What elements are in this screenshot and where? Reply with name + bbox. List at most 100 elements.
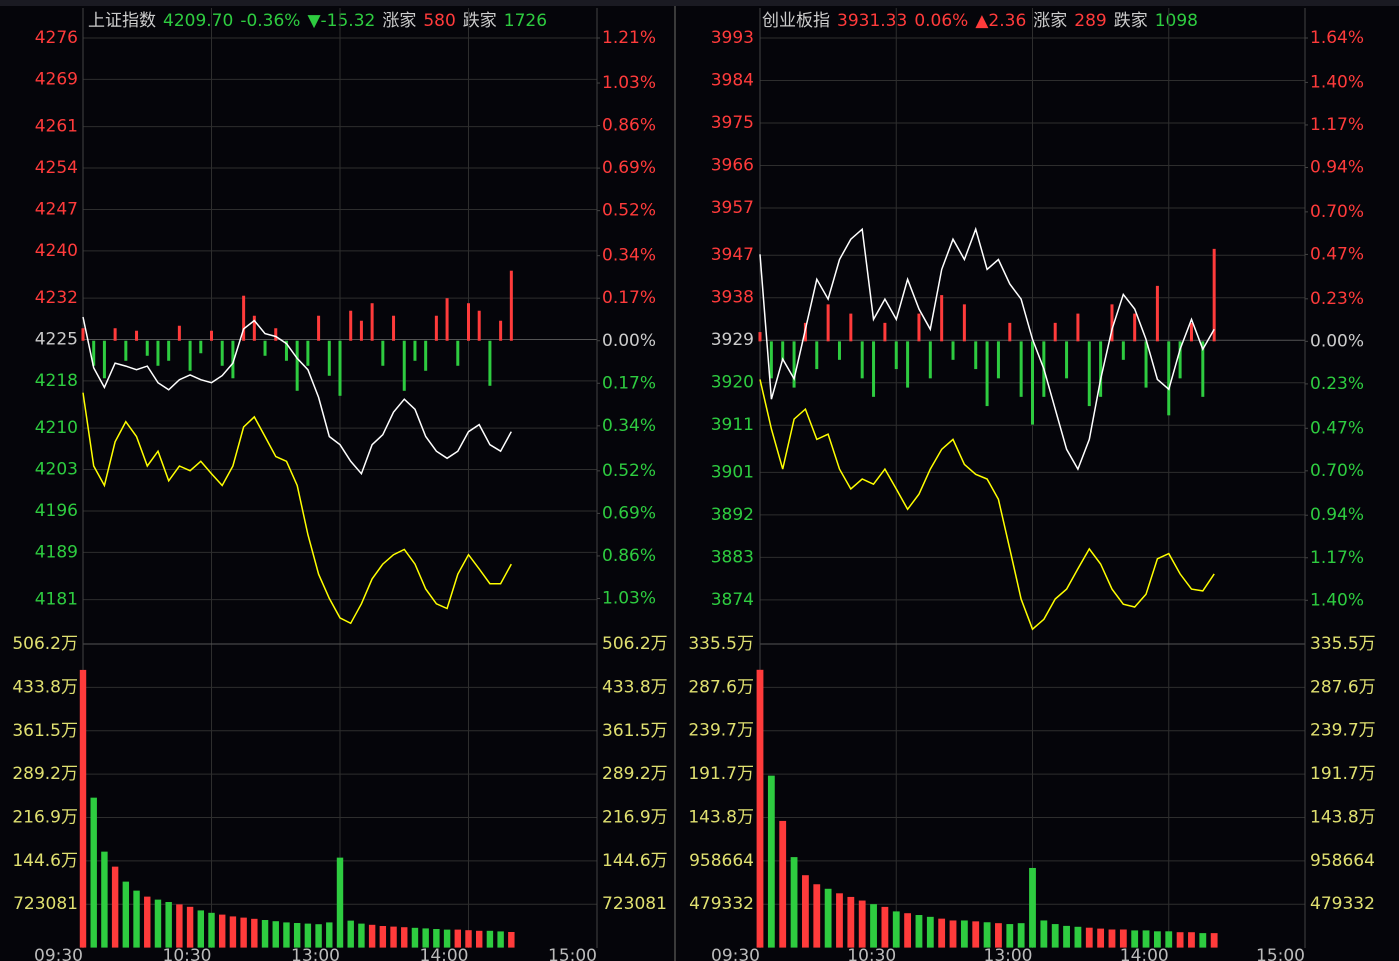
breadth-bar bbox=[445, 298, 449, 341]
volume-bar bbox=[411, 927, 419, 948]
volume-tick-label: 361.5万 bbox=[12, 721, 78, 741]
volume-bar bbox=[1119, 929, 1127, 948]
breadth-bar bbox=[242, 295, 246, 341]
breadth-bar bbox=[974, 341, 978, 370]
breadth-bar bbox=[1155, 285, 1159, 342]
volume-bar bbox=[133, 890, 140, 948]
y-tick-label: 3957 bbox=[711, 198, 754, 218]
header-item: 涨家 bbox=[1033, 11, 1067, 31]
header-item: ▼-15.32 bbox=[307, 11, 375, 31]
volume-tick-label: 144.6万 bbox=[602, 851, 668, 871]
volume-bar bbox=[870, 904, 877, 948]
volume-bar bbox=[390, 926, 397, 948]
volume-tick-label: 289.2万 bbox=[602, 764, 668, 784]
y-tick-label: 4189 bbox=[35, 542, 78, 562]
y2-tick-label: 1.03% bbox=[602, 73, 656, 93]
y-tick-label: 3947 bbox=[711, 245, 754, 265]
breadth-bar bbox=[349, 310, 353, 341]
volume-tick-label: 958664 bbox=[689, 851, 754, 871]
y-tick-label: 3874 bbox=[711, 590, 754, 610]
volume-bar bbox=[101, 851, 108, 948]
volume-bar bbox=[1176, 932, 1184, 948]
volume-bar bbox=[176, 904, 183, 948]
breadth-bar bbox=[220, 340, 224, 366]
volume-bar bbox=[1074, 926, 1082, 948]
y2-tick-label: 0.86% bbox=[602, 546, 656, 566]
x-tick-label: 09:30 bbox=[34, 946, 83, 961]
volume-bar bbox=[892, 911, 900, 948]
volume-bar bbox=[443, 929, 451, 948]
y-tick-label: 4196 bbox=[35, 501, 78, 521]
header-item: 上证指数 bbox=[88, 11, 156, 31]
volume-bar bbox=[995, 923, 1002, 948]
y-tick-label: 3966 bbox=[711, 155, 754, 175]
volume-bar bbox=[972, 921, 980, 948]
x-tick-label: 13:00 bbox=[291, 946, 340, 961]
volume-tick-label: 144.6万 bbox=[12, 851, 78, 871]
volume-bar bbox=[915, 915, 923, 948]
volume-bar bbox=[1165, 931, 1173, 948]
breadth-bar bbox=[872, 341, 876, 397]
breadth-bar bbox=[781, 341, 785, 360]
header-item: 跌家 bbox=[463, 11, 497, 31]
y-tick-label: 4203 bbox=[35, 460, 78, 480]
y-tick-label: 4218 bbox=[35, 371, 78, 391]
volume-bar bbox=[949, 920, 957, 948]
breadth-bar bbox=[894, 341, 898, 370]
volume-bar bbox=[858, 900, 866, 948]
breadth-bar bbox=[231, 340, 235, 379]
y-tick-label: 4261 bbox=[35, 117, 78, 137]
y-tick-label: 4276 bbox=[35, 28, 78, 48]
volume-tick-label: 143.8万 bbox=[688, 807, 754, 827]
volume-bar bbox=[983, 922, 991, 948]
header-item: 1726 bbox=[504, 11, 547, 31]
volume-bar bbox=[454, 929, 462, 948]
volume-bar bbox=[358, 923, 365, 948]
breadth-bar bbox=[826, 304, 830, 342]
breadth-bar bbox=[1008, 322, 1012, 342]
volume-bar bbox=[218, 914, 226, 948]
y2-tick-label: 1.21% bbox=[602, 28, 656, 48]
breadth-bar bbox=[252, 315, 256, 341]
volume-tick-label: 289.2万 bbox=[12, 764, 78, 784]
price-line bbox=[82, 316, 512, 476]
y-tick-label: 3911 bbox=[711, 415, 754, 435]
volume-tick-label: 723081 bbox=[13, 894, 78, 914]
y2-tick-label: 0.52% bbox=[602, 461, 656, 481]
header-item: 跌家 bbox=[1114, 11, 1148, 31]
header-item: 1098 bbox=[1155, 11, 1198, 31]
x-tick-label: 10:30 bbox=[847, 946, 896, 961]
header: 上证指数 4209.70 -0.36% ▼-15.32 涨家 580 跌家 1726 bbox=[88, 11, 547, 31]
volume-bar bbox=[475, 930, 483, 948]
volume-bar bbox=[926, 916, 934, 948]
y2-tick-label: 0.17% bbox=[602, 373, 656, 393]
breadth-bar bbox=[402, 340, 406, 391]
volume-bar bbox=[165, 902, 172, 948]
y-tick-label: 4240 bbox=[35, 241, 78, 261]
volume-tick-label: 191.7万 bbox=[1310, 764, 1376, 784]
breadth-bar bbox=[413, 340, 417, 361]
volume-bar bbox=[847, 896, 855, 948]
header-item: -0.36% bbox=[240, 11, 300, 31]
x-tick-label: 15:00 bbox=[548, 946, 597, 961]
volume-bar bbox=[229, 916, 237, 948]
volume-bar bbox=[767, 775, 775, 948]
breadth-bar bbox=[769, 341, 773, 379]
breadth-bar bbox=[124, 340, 128, 361]
breadth-bar bbox=[81, 328, 85, 341]
volume-bar bbox=[240, 917, 247, 948]
breadth-bar bbox=[917, 313, 921, 342]
volume-bar bbox=[824, 888, 832, 948]
breadth-bar bbox=[102, 340, 106, 379]
volume-bar bbox=[272, 921, 279, 948]
y-tick-label: 3975 bbox=[711, 113, 754, 133]
header-item: 580 bbox=[423, 11, 455, 31]
y2-tick-label: 1.40% bbox=[1310, 72, 1364, 92]
y-tick-label: 4269 bbox=[35, 69, 78, 89]
header-item: 4209.70 bbox=[163, 11, 233, 31]
volume-bar bbox=[1040, 920, 1048, 948]
volume-bar bbox=[497, 931, 504, 948]
volume-bar bbox=[904, 913, 912, 948]
y-tick-label: 3883 bbox=[711, 547, 754, 567]
